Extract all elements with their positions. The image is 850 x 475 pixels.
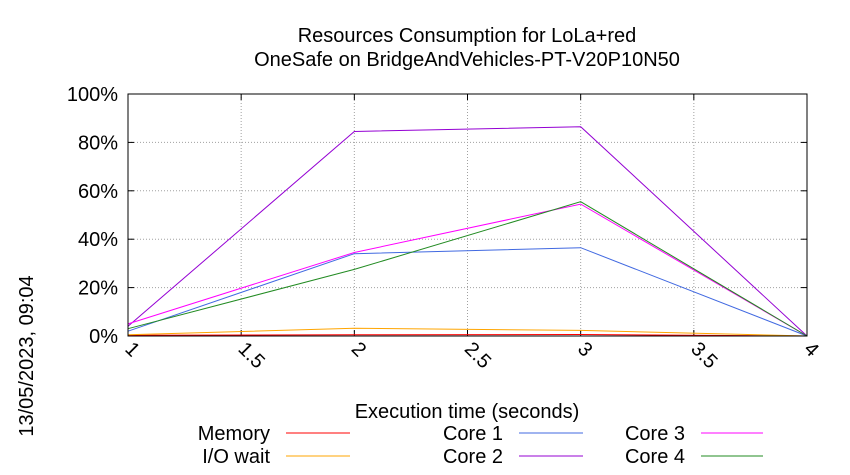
series-line-core-1 bbox=[127, 247, 808, 337]
series-line-core-2 bbox=[127, 126, 808, 337]
grid-lines bbox=[128, 94, 807, 336]
x-tick-label: 3.5 bbox=[686, 338, 721, 373]
y-tick-label: 60% bbox=[78, 181, 118, 203]
series-line-core-3 bbox=[127, 203, 808, 337]
timestamp-label: 13/05/2023, 09:04 bbox=[16, 275, 38, 436]
x-tick-label: 1.5 bbox=[234, 338, 269, 373]
series-line-core-4 bbox=[127, 201, 808, 337]
x-tick-label: 3 bbox=[573, 338, 596, 361]
legend-label-i-o-wait: I/O wait bbox=[202, 446, 270, 468]
legend-label-core-1: Core 1 bbox=[443, 423, 503, 445]
x-axis-label: Execution time (seconds) bbox=[355, 401, 580, 423]
y-tick-label: 0% bbox=[89, 326, 118, 348]
x-tick-label: 1 bbox=[120, 338, 143, 361]
x-tick-label: 4 bbox=[799, 338, 822, 361]
y-tick-label: 40% bbox=[78, 229, 118, 251]
y-tick-label: 20% bbox=[78, 278, 118, 300]
series-lines bbox=[127, 126, 808, 337]
x-tick-label: 2.5 bbox=[460, 338, 495, 373]
legend-label-core-4: Core 4 bbox=[625, 446, 685, 468]
y-tick-label: 100% bbox=[67, 84, 118, 106]
series-line-i-o-wait bbox=[127, 327, 808, 337]
chart-title: Resources Consumption for LoLa+red bbox=[298, 25, 637, 47]
legend-label-core-3: Core 3 bbox=[625, 423, 685, 445]
y-tick-label: 80% bbox=[78, 132, 118, 154]
x-tick-label: 2 bbox=[347, 338, 370, 361]
plot-area-border bbox=[127, 93, 808, 337]
x-axis-ticks: 1 1.5 2 2.5 3 3.5 4 bbox=[120, 94, 823, 373]
chart-subtitle: OneSafe on BridgeAndVehicles-PT-V20P10N5… bbox=[254, 49, 680, 71]
legend-label-core-2: Core 2 bbox=[443, 446, 503, 468]
y-axis-ticks: 0% 20% 40% 60% 80% 100% bbox=[67, 84, 807, 348]
legend-label-memory: Memory bbox=[198, 423, 270, 445]
series-line-memory bbox=[127, 333, 808, 337]
